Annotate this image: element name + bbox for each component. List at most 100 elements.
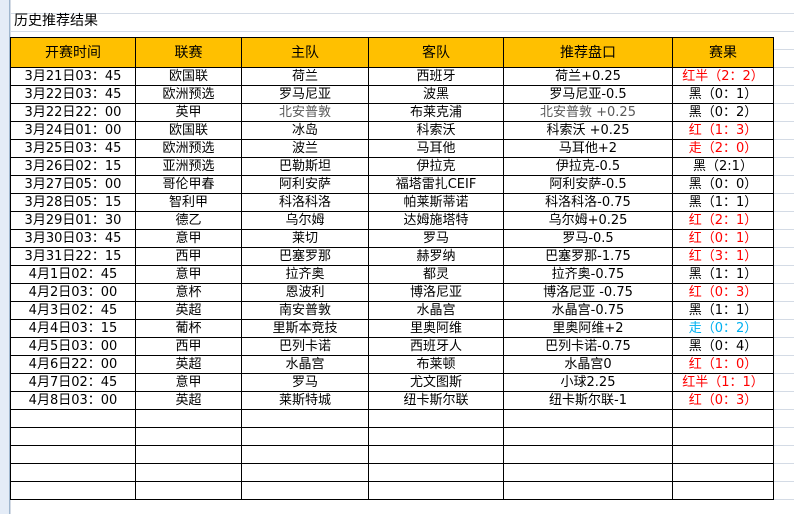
cell-time[interactable]: 3月22日03：45	[10, 85, 136, 104]
cell-time[interactable]: 4月7日02：45	[10, 373, 136, 392]
empty-cell[interactable]	[241, 409, 369, 428]
cell-home[interactable]: 冰岛	[241, 121, 369, 140]
cell-away[interactable]: 西班牙人	[368, 337, 504, 356]
cell-result[interactable]: 黑（1：1）	[672, 265, 774, 284]
header-pick[interactable]: 推荐盘口	[503, 37, 673, 68]
cell-home[interactable]: 拉齐奥	[241, 265, 369, 284]
cell-home[interactable]: 巴勒斯坦	[241, 157, 369, 176]
cell-league[interactable]: 英甲	[135, 103, 242, 122]
empty-cell[interactable]	[368, 409, 504, 428]
cell-result[interactable]: 黑（2:1）	[672, 157, 774, 176]
cell-away[interactable]: 科索沃	[368, 121, 504, 140]
cell-time[interactable]: 3月21日03：45	[10, 67, 136, 86]
cell-pick[interactable]: 科索沃 +0.25	[503, 121, 673, 140]
cell-pick[interactable]: 小球2.25	[503, 373, 673, 392]
cell-pick[interactable]: 纽卡斯尔联-1	[503, 391, 673, 410]
cell-pick[interactable]: 里奥阿维+2	[503, 319, 673, 338]
header-time[interactable]: 开赛时间	[10, 37, 136, 68]
empty-cell[interactable]	[135, 463, 242, 482]
empty-cell[interactable]	[241, 427, 369, 446]
cell-pick[interactable]: 水晶宫-0.75	[503, 301, 673, 320]
cell-result[interactable]: 红（1：0）	[672, 355, 774, 374]
cell-away[interactable]: 马耳他	[368, 139, 504, 158]
cell-pick[interactable]: 阿利安萨-0.5	[503, 175, 673, 194]
empty-cell[interactable]	[672, 481, 774, 500]
cell-result[interactable]: 红（0：3）	[672, 391, 774, 410]
cell-home[interactable]: 乌尔姆	[241, 211, 369, 230]
cell-league[interactable]: 德乙	[135, 211, 242, 230]
cell-home[interactable]: 阿利安萨	[241, 175, 369, 194]
cell-pick[interactable]: 博洛尼亚 -0.75	[503, 283, 673, 302]
cell-result[interactable]: 黑（0：0）	[672, 175, 774, 194]
cell-league[interactable]: 西甲	[135, 247, 242, 266]
cell-result[interactable]: 黑（0：4）	[672, 337, 774, 356]
empty-cell[interactable]	[241, 481, 369, 500]
cell-league[interactable]: 哥伦甲春	[135, 175, 242, 194]
empty-cell[interactable]	[135, 427, 242, 446]
cell-away[interactable]: 尤文图斯	[368, 373, 504, 392]
cell-time[interactable]: 4月5日03：00	[10, 337, 136, 356]
cell-home[interactable]: 莱斯特城	[241, 391, 369, 410]
cell-league[interactable]: 意甲	[135, 265, 242, 284]
header-result[interactable]: 赛果	[672, 37, 774, 68]
cell-pick[interactable]: 拉齐奥-0.75	[503, 265, 673, 284]
cell-time[interactable]: 3月31日22：15	[10, 247, 136, 266]
empty-cell[interactable]	[503, 445, 673, 464]
cell-league[interactable]: 欧国联	[135, 121, 242, 140]
empty-cell[interactable]	[503, 463, 673, 482]
cell-league[interactable]: 西甲	[135, 337, 242, 356]
cell-time[interactable]: 4月6日22：00	[10, 355, 136, 374]
cell-pick[interactable]: 北安普敦 +0.25	[503, 103, 673, 122]
empty-cell[interactable]	[368, 481, 504, 500]
empty-cell[interactable]	[10, 445, 136, 464]
cell-pick[interactable]: 巴列卡诺-0.75	[503, 337, 673, 356]
cell-result[interactable]: 走（2：0）	[672, 139, 774, 158]
cell-result[interactable]: 红（0：1）	[672, 229, 774, 248]
empty-cell[interactable]	[503, 409, 673, 428]
cell-league[interactable]: 意杯	[135, 283, 242, 302]
cell-away[interactable]: 西班牙	[368, 67, 504, 86]
cell-home[interactable]: 里斯本竞技	[241, 319, 369, 338]
cell-time[interactable]: 3月28日05：15	[10, 193, 136, 212]
cell-away[interactable]: 水晶宫	[368, 301, 504, 320]
empty-cell[interactable]	[135, 445, 242, 464]
cell-time[interactable]: 3月27日05：00	[10, 175, 136, 194]
empty-cell[interactable]	[672, 409, 774, 428]
cell-away[interactable]: 达姆施塔特	[368, 211, 504, 230]
cell-away[interactable]: 里奥阿维	[368, 319, 504, 338]
cell-away[interactable]: 罗马	[368, 229, 504, 248]
cell-pick[interactable]: 罗马尼亚-0.5	[503, 85, 673, 104]
cell-home[interactable]: 莱切	[241, 229, 369, 248]
empty-cell[interactable]	[10, 463, 136, 482]
cell-away[interactable]: 布莱顿	[368, 355, 504, 374]
empty-cell[interactable]	[672, 427, 774, 446]
cell-result[interactable]: 黑（1：1）	[672, 193, 774, 212]
empty-cell[interactable]	[368, 445, 504, 464]
cell-time[interactable]: 4月1日02：45	[10, 265, 136, 284]
cell-pick[interactable]: 马耳他+2	[503, 139, 673, 158]
cell-league[interactable]: 意甲	[135, 229, 242, 248]
empty-cell[interactable]	[241, 445, 369, 464]
empty-cell[interactable]	[368, 427, 504, 446]
cell-result[interactable]: 红（2：1）	[672, 211, 774, 230]
cell-home[interactable]: 水晶宫	[241, 355, 369, 374]
cell-league[interactable]: 葡杯	[135, 319, 242, 338]
cell-pick[interactable]: 巴塞罗那-1.75	[503, 247, 673, 266]
empty-cell[interactable]	[503, 427, 673, 446]
cell-home[interactable]: 巴列卡诺	[241, 337, 369, 356]
header-league[interactable]: 联赛	[135, 37, 242, 68]
cell-home[interactable]: 巴塞罗那	[241, 247, 369, 266]
cell-result[interactable]: 黑（0：1）	[672, 85, 774, 104]
cell-home[interactable]: 科洛科洛	[241, 193, 369, 212]
cell-result[interactable]: 走（0：2）	[672, 319, 774, 338]
empty-cell[interactable]	[135, 481, 242, 500]
empty-cell[interactable]	[10, 427, 136, 446]
cell-league[interactable]: 意甲	[135, 373, 242, 392]
cell-time[interactable]: 3月29日01：30	[10, 211, 136, 230]
cell-result[interactable]: 红（1：3）	[672, 121, 774, 140]
empty-cell[interactable]	[503, 481, 673, 500]
cell-away[interactable]: 福塔雷扎CEIF	[368, 175, 504, 194]
cell-league[interactable]: 英超	[135, 391, 242, 410]
cell-home[interactable]: 罗马	[241, 373, 369, 392]
cell-league[interactable]: 智利甲	[135, 193, 242, 212]
